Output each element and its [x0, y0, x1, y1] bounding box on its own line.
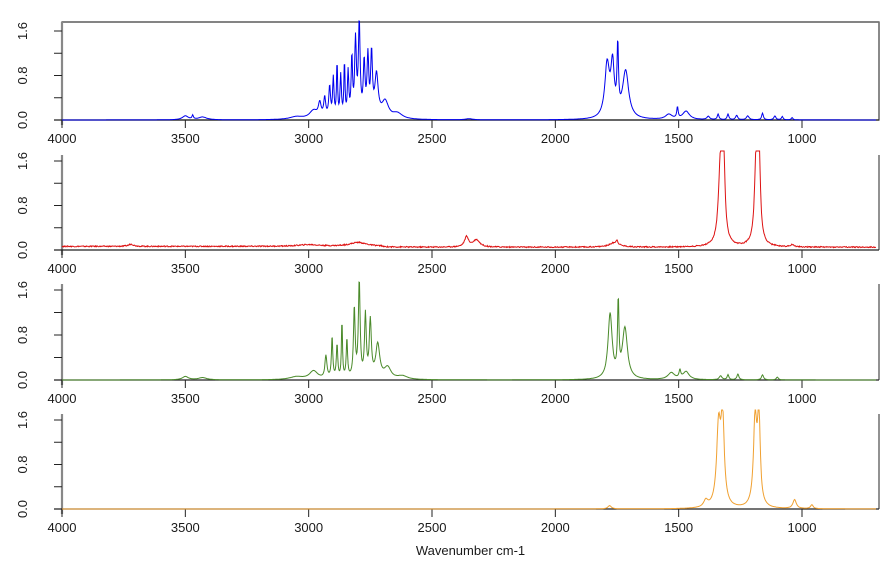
- spectrum-2-line: [61, 150, 877, 249]
- x-tick-label: 3000: [294, 131, 323, 146]
- x-tick-label: 1000: [788, 131, 817, 146]
- y-tick-label: 1.6: [15, 281, 30, 299]
- spectrum-1-panel: 0.0 0.8 1.6 4000 3500 3000 2500 2000 1500 1000: [15, 20, 880, 146]
- x-tick-label: 2500: [418, 391, 447, 406]
- spectrum-4-line: [62, 409, 876, 510]
- y-tick-label: 0.0: [15, 241, 30, 259]
- x-tick-label: 2000: [541, 261, 570, 276]
- x-tick-label: 2500: [418, 131, 447, 146]
- y-tick-label: 0.0: [15, 111, 30, 129]
- y-tick-label: 0.8: [15, 196, 30, 214]
- spectrum-1-line: [62, 20, 876, 121]
- y-tick-label: 0.0: [15, 500, 30, 518]
- x-tick-label: 4000: [48, 520, 77, 535]
- x-tick-label: 1000: [788, 520, 817, 535]
- x-tick-label: 4000: [48, 261, 77, 276]
- x-tick-label: 2000: [541, 391, 570, 406]
- y-tick-label: 1.6: [15, 22, 30, 40]
- spectrum-3-panel: 0.0 0.8 1.6 4000 3500 3000 2500 2000 1500 1000: [15, 281, 880, 406]
- x-tick-label: 3000: [294, 261, 323, 276]
- x-tick-label: 3000: [294, 391, 323, 406]
- x-tick-label: 4000: [48, 131, 77, 146]
- x-tick-label: 3500: [171, 131, 200, 146]
- x-tick-label: 1500: [664, 520, 693, 535]
- x-tick-label: 3500: [171, 520, 200, 535]
- x-tick-label: 4000: [48, 391, 77, 406]
- x-tick-label: 1500: [664, 391, 693, 406]
- y-tick-label: 1.6: [15, 411, 30, 429]
- x-tick-label: 3000: [294, 520, 323, 535]
- x-tick-label: 1500: [664, 131, 693, 146]
- x-tick-label: 2000: [541, 131, 570, 146]
- x-tick-label: 1000: [788, 391, 817, 406]
- y-tick-label: 0.8: [15, 66, 30, 84]
- y-tick-label: 0.0: [15, 371, 30, 389]
- y-tick-label: 0.8: [15, 326, 30, 344]
- x-tick-label: 2500: [418, 261, 447, 276]
- x-axis-title: Wavenumber cm-1: [415, 543, 526, 558]
- plot-frame: [61, 21, 880, 121]
- y-tick-label: 1.6: [15, 152, 30, 170]
- y-tick-label: 0.8: [15, 455, 30, 473]
- x-tick-label: 2000: [541, 520, 570, 535]
- x-tick-label: 3500: [171, 391, 200, 406]
- x-tick-label: 3500: [171, 261, 200, 276]
- spectrum-2-panel: 0.0 0.8 1.6 4000 3500 3000 2500 2000 1500 1000: [15, 150, 880, 276]
- x-tick-label: 1500: [664, 261, 693, 276]
- x-tick-label: 1000: [788, 261, 817, 276]
- spectrum-4-panel: 0.0 0.8 1.6 4000 3500 3000 2500 2000 1500 1000: [15, 409, 880, 535]
- x-tick-label: 2500: [418, 520, 447, 535]
- spectrum-3-line: [62, 281, 876, 381]
